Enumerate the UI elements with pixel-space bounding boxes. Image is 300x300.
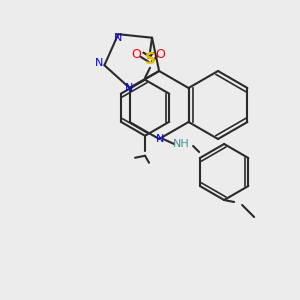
Text: S: S (145, 52, 155, 67)
Text: N: N (156, 134, 164, 144)
Text: O: O (155, 48, 165, 61)
Text: N: N (124, 83, 133, 93)
Text: N: N (95, 58, 103, 68)
Text: O: O (131, 48, 141, 61)
Text: NH: NH (173, 139, 190, 149)
Text: N: N (114, 33, 122, 43)
